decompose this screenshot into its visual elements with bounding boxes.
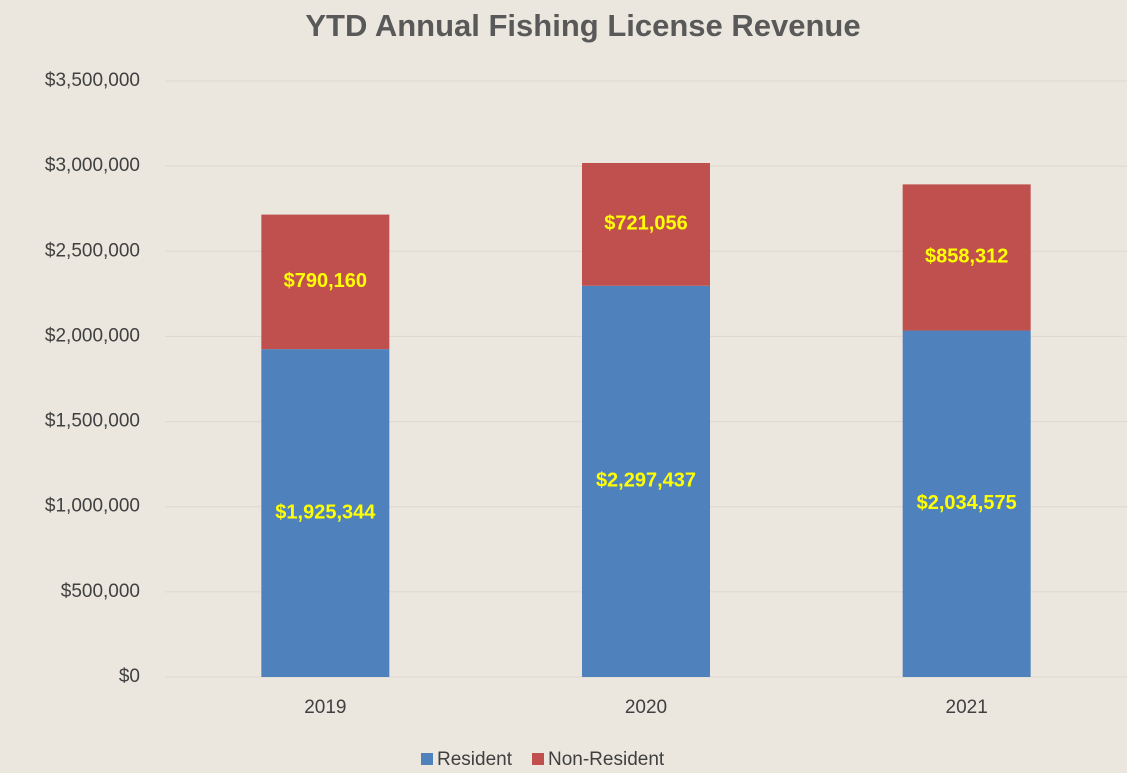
data-label: $2,034,575 (917, 492, 1017, 514)
y-tick-label: $2,000,000 (45, 325, 140, 346)
y-tick-label: $3,000,000 (45, 155, 140, 176)
legend-label: Resident (437, 749, 513, 770)
data-label: $858,312 (925, 246, 1008, 268)
bar-segment (582, 162, 710, 286)
legend-swatch (421, 753, 433, 765)
bar-segment (582, 285, 710, 677)
y-tick-label: $2,500,000 (45, 240, 140, 261)
bar-segment (902, 184, 1031, 331)
data-label: $790,160 (284, 270, 367, 292)
legend-swatch (532, 753, 544, 765)
bar-segment (902, 330, 1031, 677)
data-label: $2,297,437 (596, 470, 696, 492)
y-tick-label: $1,500,000 (45, 411, 140, 432)
y-tick-label: $0 (119, 666, 140, 687)
legend-label: Non-Resident (548, 749, 665, 770)
data-label: $721,056 (604, 213, 687, 235)
bar-segment (261, 214, 390, 350)
y-tick-label: $500,000 (61, 581, 140, 602)
y-tick-label: $1,000,000 (45, 496, 140, 517)
data-label: $1,925,344 (275, 501, 376, 523)
x-tick-label: 2020 (625, 697, 667, 718)
x-tick-label: 2019 (304, 697, 346, 718)
bar-segment (261, 349, 390, 677)
x-tick-label: 2021 (946, 697, 988, 718)
y-tick-label: $3,500,000 (45, 70, 140, 91)
chart-title: YTD Annual Fishing License Revenue (305, 8, 860, 43)
